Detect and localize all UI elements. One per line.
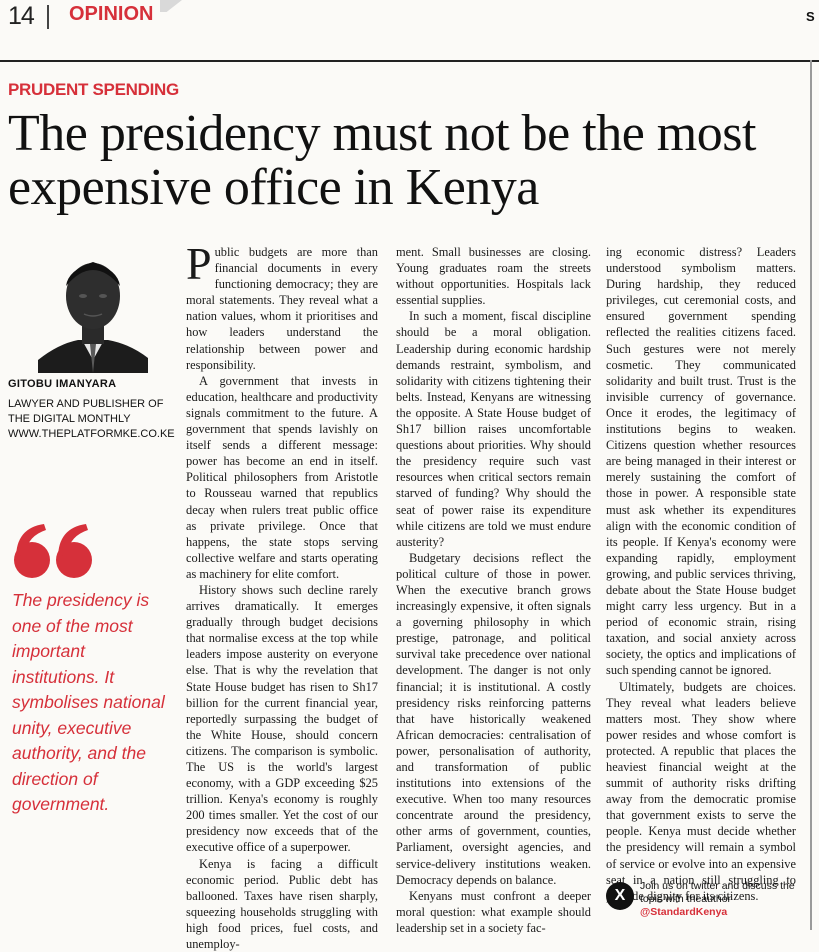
top-rule [0,60,819,62]
drop-cap: P [186,238,212,289]
x-logo-icon: X [606,882,634,910]
page-number: 14 [8,2,35,30]
author-portrait [38,248,148,373]
twitter-handle-link[interactable]: @StandardKenya [640,906,728,918]
paragraph-text: ublic budgets are more than financial do… [186,245,378,372]
header-divider [47,5,49,29]
body-column-3: ing economic distress? Leaders understoo… [606,244,796,904]
corner-arrow-icon [160,0,182,12]
right-edge-rule [810,60,812,930]
paragraph: ing economic distress? Leaders understoo… [606,245,796,678]
social-promo: Join us on twitter and discuss the topic… [640,880,810,919]
quote-mark-icon [10,522,100,582]
pull-quote: The presidency is one of the most import… [12,590,165,814]
social-promo-text: Join us on twitter and discuss the topic… [640,880,795,905]
paragraph: Kenya is facing a difficult economic per… [186,856,378,952]
author-name: GITOBU IMANYARA [8,378,117,390]
paragraph: Kenyans must confront a deeper moral que… [396,888,591,935]
paragraph: In such a moment, fiscal discipline shou… [396,309,591,549]
kicker: PRUDENT SPENDING [8,80,179,99]
paragraph: History shows such decline rarely arrive… [186,582,378,855]
author-bio: Lawyer and publisher of The Digital Mont… [8,398,175,440]
paragraph: Ultimately, budgets are choices. They re… [606,679,796,903]
body-column-2: ment. Small businesses are closing. Youn… [396,244,591,936]
section-label: OPINION [69,3,154,25]
paragraph: Budgetary decisions reflect the politica… [396,550,591,887]
paragraph: A government that invests in education, … [186,373,378,581]
paragraph: ment. Small businesses are closing. Youn… [396,245,591,308]
headline: The presidency must not be the most expe… [8,105,756,216]
edge-letter: S [806,9,815,24]
